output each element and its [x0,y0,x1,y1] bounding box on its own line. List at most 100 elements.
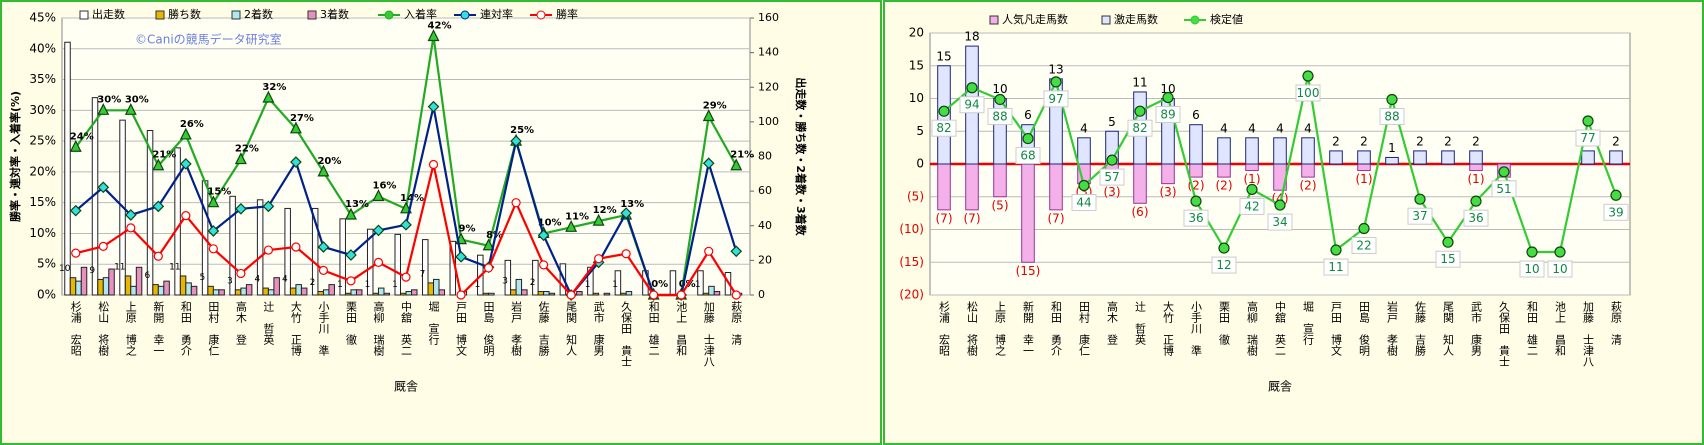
marker [1330,244,1342,256]
bar [256,199,264,296]
legend-label: 検定値 [1210,12,1243,26]
data-label-box [1491,180,1517,198]
bar [207,285,214,296]
legend-swatch [79,10,89,20]
y-tick-label: 20% [29,164,56,178]
marker [291,242,301,252]
marker [152,200,165,213]
marker [1302,70,1314,82]
bar [218,289,225,296]
y2-tick-label: 80 [758,150,772,163]
data-label: 97 [1048,92,1063,106]
bar [1133,163,1147,204]
data-label: 3 [502,276,508,286]
bar [1189,124,1203,165]
bar [262,287,269,296]
y-tick-label: 25% [29,134,56,148]
bar [1021,163,1035,263]
y-tick-label: 10 [909,91,924,105]
legend-label: 激走馬数 [1114,12,1158,26]
y2-tick-label: 100 [758,115,779,128]
marker [994,93,1006,106]
bar [438,289,446,296]
marker [262,90,275,103]
bar [543,291,550,296]
marker [1554,246,1566,258]
data-label: 30% [97,94,121,105]
bar [576,291,583,296]
marker [538,260,549,270]
data-label: (1) [1244,172,1261,186]
data-label: 12 [1216,258,1231,272]
data-label: 9% [459,224,476,235]
y-tick-label: (20) [899,288,924,302]
data-label: 27% [290,113,314,124]
marker [262,200,275,213]
y2-tick-label: 0 [758,288,765,301]
data-label: 20% [317,156,341,167]
bar [521,289,528,296]
y-tick-label: 30% [29,103,56,117]
x-tick-label: 武市 康男 [592,301,605,357]
bar [993,163,1007,198]
data-label: 13% [345,199,369,210]
data-label: (1) [1468,172,1485,186]
y2-axis-title: 出走数・勝ち数・2着数・3着数 [794,77,808,236]
x-tick-label: 和田 雄二 [647,301,660,356]
data-label: 2 [1612,134,1620,148]
marker [234,152,247,165]
marker [730,245,743,258]
marker [1162,91,1174,104]
x-tick-label: 久保田 貴士 [620,301,633,367]
bar [366,228,374,296]
marker [179,158,192,170]
data-label: 21% [152,150,176,161]
data-label: 1 [337,280,343,290]
data-label: 4 [282,275,288,285]
marker [400,218,412,231]
data-label: 2 [1472,134,1480,148]
bar [488,292,495,296]
data-label: 1 [475,280,481,290]
legend-label: 出走数 [92,7,125,21]
data-label: 1 [585,280,591,290]
y-tick-label: 40% [29,41,56,55]
x-tick-label: 田村 康仁 [1078,301,1091,356]
x-tick-label: 加藤 士津八 [702,301,715,367]
bar [163,280,170,296]
data-label: 22% [235,144,259,155]
data-label: 1 [392,280,398,290]
marker [71,248,81,258]
data-label: (15) [1016,264,1041,278]
bar [152,284,159,296]
data-label: 4 [255,275,261,285]
bar [1357,150,1371,165]
bar [1441,150,1455,165]
data-label-box [1351,237,1377,255]
bar [229,195,236,296]
marker [1050,76,1062,88]
bar [267,289,275,296]
x-tick-label: 戸田 博文 [1330,301,1343,356]
data-label: 36 [1188,211,1203,225]
bar [433,278,440,296]
data-label: 89 [1160,108,1175,122]
marker [455,250,467,263]
legend-marker [384,10,394,20]
x-tick-label: 辻 哲英 [262,300,275,346]
bar [350,289,357,296]
bar [295,284,302,296]
data-label: 16% [373,181,397,192]
data-label: 88 [992,109,1007,123]
x-tick-label: 中舘 英二 [1274,301,1287,356]
y-tick-label: 10% [29,226,56,240]
bar [355,289,363,296]
data-label: 57 [1104,170,1119,184]
data-label: 11% [565,211,589,222]
y-tick-label: 5% [37,257,56,271]
data-label: 11 [1132,75,1147,89]
x-tick-label: 新開 幸一 [152,300,165,356]
marker [1078,179,1090,192]
bar [427,282,435,296]
